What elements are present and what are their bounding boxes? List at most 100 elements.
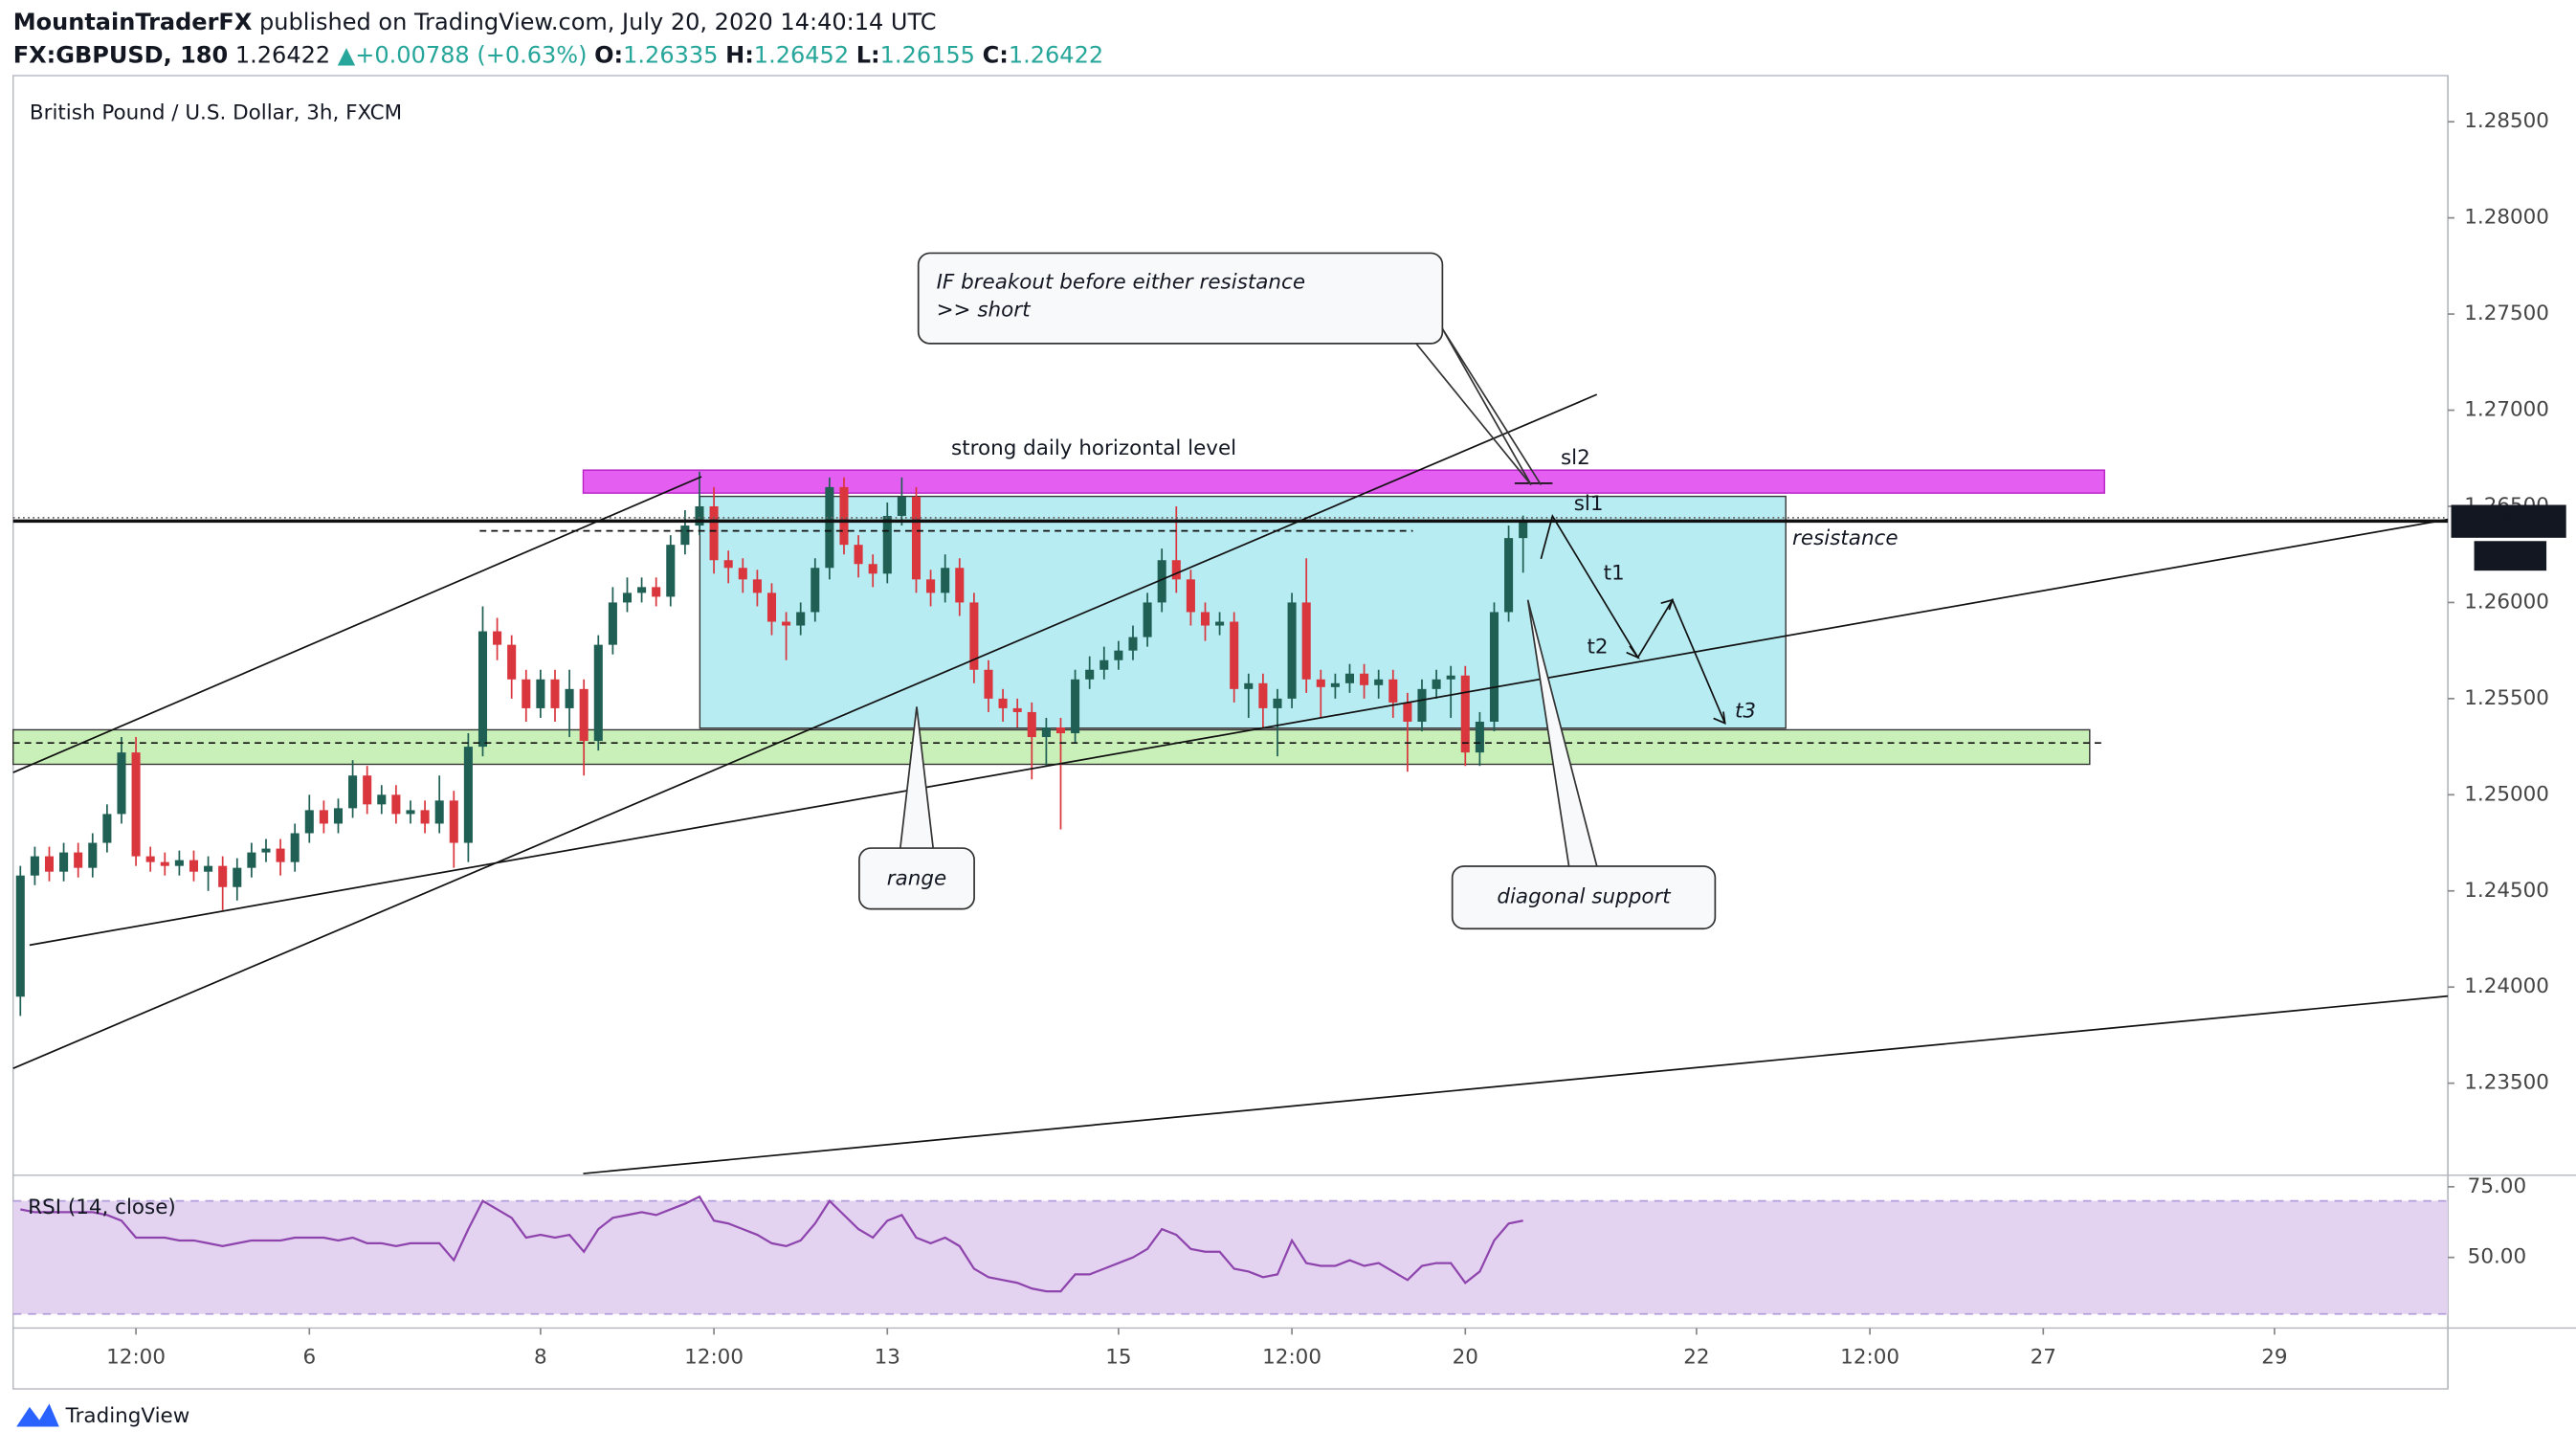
candle-body — [1446, 675, 1455, 680]
candles: RSI (14, close) — [12, 471, 2449, 1315]
candle-body — [160, 861, 169, 866]
footer: TradingView — [65, 1404, 190, 1428]
candle-body — [1273, 698, 1282, 708]
candle-body — [1099, 659, 1109, 670]
o: 1.26335 — [623, 41, 718, 68]
candle-body — [1055, 727, 1066, 734]
candle-body — [1200, 612, 1210, 626]
x-tick-label: 8 — [534, 1345, 547, 1369]
last-price-label: 1.26422 — [2462, 509, 2556, 533]
l: 1.26155 — [880, 41, 975, 68]
rsi-title: RSI (14, close) — [28, 1196, 176, 1219]
candle-body — [477, 631, 488, 748]
t2-label: t2 — [1587, 636, 1608, 659]
arrow-head — [1660, 598, 1675, 611]
h: 1.26452 — [754, 41, 849, 68]
candle-body — [218, 865, 228, 887]
candle-body — [1027, 711, 1036, 738]
candle-body — [304, 810, 314, 834]
last: 1.26422 — [235, 41, 330, 68]
candle-body — [1360, 673, 1369, 685]
candle-body — [131, 752, 141, 857]
y-tick-label: 1.24500 — [2464, 879, 2549, 903]
candle-body — [882, 516, 892, 574]
drawings — [12, 252, 2449, 1174]
candle-body — [1504, 538, 1514, 613]
candle-body — [30, 856, 39, 876]
candle-body — [579, 688, 588, 742]
callout-pointer — [899, 706, 935, 849]
candle-body — [1258, 682, 1268, 708]
x-tick-label: 6 — [302, 1345, 316, 1369]
c: 1.26422 — [1009, 41, 1103, 68]
symbol: FX:GBPUSD, 180 — [13, 41, 228, 68]
candle-body — [723, 560, 733, 569]
sl1-label: sl1 — [1574, 492, 1604, 516]
t3-label: t3 — [1735, 700, 1756, 724]
candle-body — [406, 810, 415, 815]
x-tick-label: 20 — [1453, 1345, 1478, 1369]
candle-body — [44, 856, 55, 872]
candle-body — [839, 486, 849, 546]
x-tick-label: 15 — [1105, 1345, 1131, 1369]
symbol-line: FX:GBPUSD, 180 1.26422 ▲+0.00788 (+0.63%… — [13, 41, 1103, 68]
y-tick-label: 1.26000 — [2464, 590, 2549, 614]
pane-title: British Pound / U.S. Dollar, 3h, FXCM — [30, 101, 402, 124]
published: published on TradingView.com, July 20, 2… — [259, 9, 937, 35]
last-price-box — [2451, 504, 2566, 538]
candle-body — [74, 852, 83, 868]
logo — [16, 1403, 59, 1427]
trend-line — [12, 393, 1598, 1069]
candle-body — [825, 486, 834, 569]
l-label: L: — [856, 41, 880, 68]
y-tick-label: 75.00 — [2468, 1174, 2526, 1198]
candle-body — [1186, 579, 1195, 613]
candle-body — [88, 842, 98, 868]
diagonal-support-label: diagonal support — [1497, 885, 1672, 909]
candle-body — [449, 800, 458, 843]
candle-body — [1012, 707, 1022, 712]
candle-body — [1417, 688, 1427, 722]
candle-body — [652, 587, 661, 597]
candle-body — [15, 875, 25, 997]
author: MountainTraderFX — [13, 9, 253, 35]
y-tick-label: 1.24000 — [2464, 974, 2549, 998]
countdown: 19:48 — [2480, 544, 2540, 568]
candle-body — [1519, 521, 1528, 539]
candle-body — [1114, 650, 1123, 660]
candle-body — [897, 496, 906, 517]
candle-body — [348, 775, 358, 809]
candle-body — [174, 860, 184, 866]
x-tick-label: 12:00 — [1262, 1345, 1321, 1369]
rsi-band — [12, 1200, 2449, 1314]
x-tick-label: 12:00 — [106, 1345, 166, 1369]
h-label: H: — [725, 41, 754, 68]
candle-body — [782, 621, 791, 626]
candle-body — [984, 669, 993, 699]
candle-body — [1432, 679, 1441, 689]
daily-level-zone — [582, 469, 2105, 494]
candle-body — [420, 810, 430, 824]
candle-body — [536, 679, 545, 708]
candle-body — [1489, 612, 1499, 722]
candle-body — [434, 800, 444, 824]
resistance-label: resistance — [1792, 526, 1898, 550]
candle-body — [811, 568, 820, 613]
axes: 1.285001.280001.275001.270001.265001.260… — [106, 109, 2566, 1369]
candle-body — [1230, 621, 1239, 689]
candle-body — [1157, 560, 1166, 603]
candle-body — [998, 698, 1008, 708]
candle-body — [377, 794, 387, 805]
candle-body — [666, 545, 676, 597]
candle-body — [493, 631, 502, 645]
y-tick-label: 1.23500 — [2464, 1071, 2549, 1095]
candle-body — [204, 865, 213, 872]
candle-body — [1215, 621, 1225, 626]
candle-body — [1316, 679, 1325, 687]
candle-body — [319, 810, 328, 824]
range-label: range — [887, 867, 946, 891]
candle-body — [969, 602, 979, 670]
x-tick-label: 12:00 — [684, 1345, 744, 1369]
